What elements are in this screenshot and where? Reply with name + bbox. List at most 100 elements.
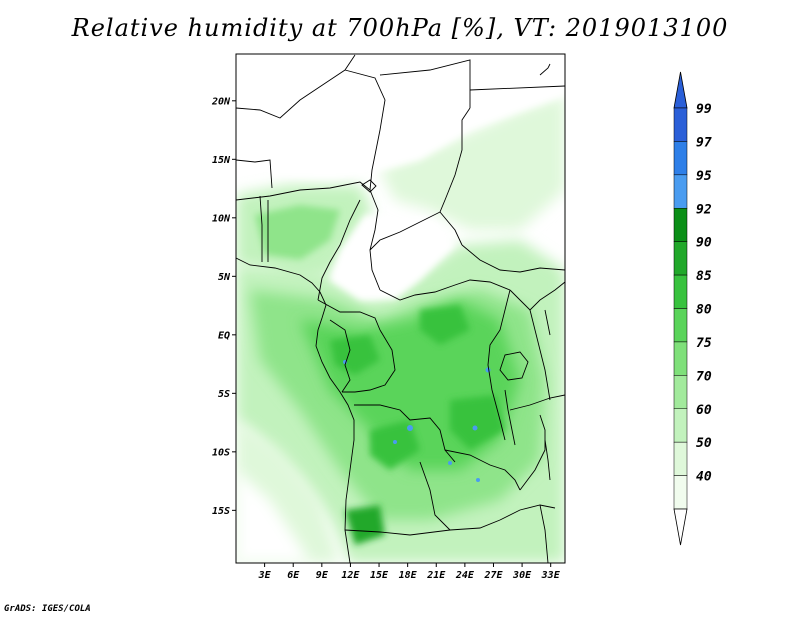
border-congo-drc — [342, 329, 396, 393]
colorbar-segment — [673, 408, 688, 443]
lon-tick-label: 27E — [483, 570, 503, 581]
border-zambia-zimbabwe — [499, 504, 556, 521]
colorbar-label: 50 — [696, 436, 712, 451]
border-nigeria-north — [236, 181, 371, 201]
dry-zone-southwest — [236, 470, 310, 563]
border-chad-cameroon — [369, 189, 381, 291]
lon-tick-label: 12E — [341, 570, 360, 581]
saturated-spot-6 — [476, 478, 480, 482]
lat-tick-label: 10N — [212, 213, 231, 224]
lon-tick-label: 15E — [370, 570, 389, 581]
lat-tick-label: 20N — [211, 96, 231, 107]
border-sudan-southsudan — [461, 244, 565, 273]
map-title: Relative humidity at 700hPa [%], VT: 201… — [71, 14, 729, 42]
coastline-west-africa — [236, 257, 355, 563]
colorbar-segment — [673, 141, 688, 176]
border-libya-egypt — [469, 85, 565, 91]
colorbar-label: 97 — [696, 135, 712, 150]
lon-tick-label: 24E — [455, 570, 475, 581]
border-zambia-malawi — [519, 414, 546, 491]
dry-zone-central — [330, 215, 455, 300]
colorbar: 99 97 95 92 90 85 80 75 70 60 50 40 — [673, 71, 712, 546]
border-niger-algeria — [344, 69, 386, 191]
colorbar-top-arrow — [673, 71, 688, 109]
country-borders — [236, 54, 565, 563]
border-chad-sudan — [439, 107, 471, 213]
map-frame — [235, 53, 566, 564]
humidity-patch-3 — [450, 395, 505, 450]
lon-tick-label: 21E — [426, 570, 446, 581]
colorbar-label: 80 — [696, 303, 712, 318]
colorbar-label: 60 — [696, 403, 712, 418]
border-car-drc — [379, 279, 511, 301]
colorbar-label: 70 — [696, 369, 712, 384]
lat-tick-label: EQ — [218, 330, 230, 341]
colorbar-segment — [673, 174, 688, 209]
colorbar-bottom-arrow — [673, 508, 688, 546]
lon-tick-label: 3E — [258, 570, 272, 581]
humidity-patch-5 — [345, 505, 385, 545]
colorbar-segment — [673, 341, 688, 376]
lon-tick-label: 6E — [287, 570, 300, 581]
border-mozambique — [539, 504, 549, 563]
lat-tick-label: 10S — [212, 447, 230, 458]
humidity-band-northeast — [380, 95, 565, 230]
colorbar-segment — [673, 241, 688, 276]
lake-tanganyika — [504, 389, 516, 446]
border-uganda-kenya — [529, 309, 551, 401]
saturated-spot-4 — [448, 461, 452, 465]
border-angola-zambia — [419, 461, 451, 531]
lat-tick-label: 15N — [212, 155, 231, 166]
lat-tick-label: 15S — [212, 506, 230, 517]
border-gabon-congo — [329, 319, 351, 393]
lake-victoria — [499, 351, 529, 381]
colorbar-segment — [673, 308, 688, 343]
border-drc-east — [487, 289, 511, 441]
border-drc-angola — [354, 404, 456, 463]
eritrea-coast — [539, 63, 551, 76]
border-nigeria-cameroon — [317, 199, 361, 301]
lake-malawi — [544, 439, 551, 481]
border-southsudan-east — [509, 281, 565, 311]
saturated-spot-3 — [485, 367, 491, 373]
colorbar-label: 99 — [696, 102, 712, 117]
colorbar-label: 92 — [696, 202, 712, 217]
grads-credit: GrADS: IGES/COLA — [4, 604, 91, 614]
border-mali-burkina — [236, 159, 273, 189]
saturated-spot-1 — [407, 425, 413, 431]
humidity-patch-1 — [330, 335, 380, 375]
lat-tick-label: 5N — [218, 272, 231, 283]
lon-tick-label: 18E — [399, 570, 418, 581]
humidity-field — [236, 54, 565, 563]
saturated-spot-5 — [393, 440, 397, 444]
border-tanzania-kenya — [509, 394, 565, 411]
colorbar-segment — [673, 441, 688, 476]
colorbar-label: 40 — [696, 470, 712, 485]
humidity-zone-west-africa-core — [255, 205, 340, 260]
colorbar-label: 85 — [696, 269, 712, 284]
colorbar-segment — [673, 274, 688, 309]
colorbar-label: 75 — [696, 336, 712, 351]
humidity-patch-2 — [420, 305, 470, 345]
colorbar-segment — [673, 475, 688, 510]
border-chad-car — [369, 211, 463, 251]
latitude-ticks: 20N 15N 10N 5N EQ 5S 10S 15S — [211, 96, 236, 517]
border-cameroon-gabon — [317, 299, 381, 331]
lake-chad — [361, 179, 377, 193]
border-ghana-togo — [259, 195, 263, 262]
colorbar-segment — [673, 375, 688, 410]
lon-tick-label: 33E — [541, 570, 561, 581]
colorbar-label: 95 — [696, 169, 712, 184]
border-niger-chad — [379, 59, 471, 108]
dry-zone-sahara — [236, 54, 565, 178]
border-angola-namibia — [344, 519, 501, 536]
saturated-spot-2 — [472, 425, 478, 431]
colorbar-segment — [673, 107, 688, 142]
lon-tick-label: 30E — [512, 570, 532, 581]
longitude-ticks: 3E 6E 9E 12E 15E 18E 21E 24E 27E 30E 33E — [258, 563, 561, 581]
colorbar-segment — [673, 208, 688, 242]
lon-tick-label: 9E — [316, 570, 329, 581]
lake-turkana — [544, 309, 551, 336]
lat-tick-label: 5S — [218, 389, 230, 400]
